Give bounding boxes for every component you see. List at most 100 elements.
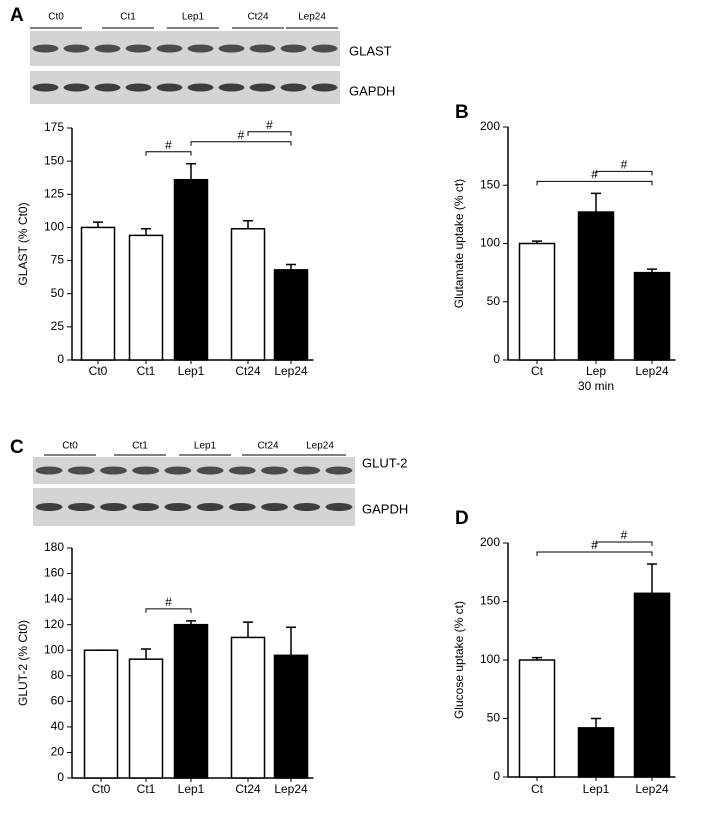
error-bar xyxy=(591,717,601,728)
significance-bracket xyxy=(595,541,653,547)
blot-band xyxy=(63,44,90,53)
blot-band xyxy=(228,503,256,511)
blot-band xyxy=(196,503,224,511)
bar xyxy=(173,178,209,361)
error-bar xyxy=(286,263,296,270)
error-bar xyxy=(647,268,657,273)
significance-bracket xyxy=(145,608,192,613)
y-tick-label: 175 xyxy=(44,120,64,134)
y-tick-label: 150 xyxy=(44,153,64,167)
blot-band xyxy=(228,466,256,475)
y-tick-label: 200 xyxy=(480,535,500,549)
panel-b: B 0 50 100 150 200 Glutamate uptake (% ct) Ct Le… xyxy=(452,102,676,393)
bar xyxy=(128,658,164,779)
y-tick-label: 0 xyxy=(57,352,64,366)
bar xyxy=(230,636,266,779)
blot-band xyxy=(132,466,160,475)
significance-bracket xyxy=(536,551,653,557)
blot-band xyxy=(249,83,276,92)
blot-band xyxy=(218,44,245,53)
y-tick-label: 120 xyxy=(44,617,64,631)
x-tick-label: Lep1 xyxy=(583,782,610,796)
y-tick-label: 180 xyxy=(44,540,64,554)
blot-band xyxy=(164,466,192,475)
significance-mark: # xyxy=(266,118,273,132)
blot-band xyxy=(187,44,214,53)
y-tick-label: 0 xyxy=(493,352,500,366)
blot-band xyxy=(293,503,321,511)
y-axis-label: GLUT-2 (% Ct0) xyxy=(16,620,30,706)
error-bar xyxy=(186,620,196,625)
x-tick-label: Lep24 xyxy=(274,782,308,796)
y-tick-label: 100 xyxy=(44,642,64,656)
lane-label: Lep24 xyxy=(298,12,326,23)
error-bar xyxy=(141,228,151,236)
bar xyxy=(128,234,164,361)
lane-label: Lep1 xyxy=(182,12,205,23)
error-bar xyxy=(186,163,196,180)
bar xyxy=(273,269,309,361)
significance-mark: # xyxy=(621,158,628,172)
y-tick-label: 125 xyxy=(44,186,64,200)
significance-bracket xyxy=(247,131,292,136)
significance-mark: # xyxy=(238,128,245,142)
blot-band xyxy=(63,83,90,92)
blot-band xyxy=(100,466,127,475)
blot-band xyxy=(94,83,121,92)
bar xyxy=(230,228,266,361)
x-tick-label: Ct0 xyxy=(92,782,111,796)
bar xyxy=(577,211,615,361)
blot-band xyxy=(125,44,152,53)
x-tick-label: Lep xyxy=(586,364,606,378)
error-bar xyxy=(647,563,657,594)
blot-band xyxy=(100,503,127,511)
significance-mark: # xyxy=(591,538,598,552)
blot-band xyxy=(325,466,353,475)
panel-label: C xyxy=(10,437,24,458)
blot-band xyxy=(32,44,59,53)
y-tick-label: 150 xyxy=(480,177,500,191)
band-label: GAPDH xyxy=(362,501,408,516)
y-tick-label: 50 xyxy=(487,294,501,308)
x-tick-label: Ct24 xyxy=(235,782,261,796)
bar xyxy=(80,226,116,361)
y-tick-label: 40 xyxy=(51,719,65,733)
significance-bracket xyxy=(190,141,292,146)
band-label: GLAST xyxy=(349,43,392,58)
panel-label: B xyxy=(455,102,469,123)
blot-band xyxy=(35,503,63,511)
blot-band xyxy=(187,83,214,92)
blot-band xyxy=(156,83,183,92)
x-tick-label: Ct0 xyxy=(89,364,108,378)
blot-band xyxy=(249,44,276,53)
error-bar xyxy=(243,621,253,638)
blot-band xyxy=(261,466,288,475)
lane-label: Ct24 xyxy=(257,441,279,452)
x-tick-label: Lep24 xyxy=(635,782,669,796)
significance-mark: # xyxy=(591,168,598,182)
blot-band xyxy=(293,466,321,475)
x-tick-label: Ct xyxy=(531,364,544,378)
bar xyxy=(633,271,671,361)
x-tick-label: Lep24 xyxy=(635,364,669,378)
lane-label: Ct0 xyxy=(48,12,64,23)
error-bar xyxy=(532,240,542,244)
error-bar xyxy=(286,626,296,656)
blot-band xyxy=(164,503,192,511)
lane-label: Lep1 xyxy=(194,441,217,452)
error-bar xyxy=(591,192,601,213)
significance-mark: # xyxy=(621,528,628,542)
x-tick-label: Lep24 xyxy=(274,364,308,378)
blot-band xyxy=(67,503,95,511)
y-axis-label: GLAST (% Ct0) xyxy=(16,202,30,285)
x-tick-label: Lep1 xyxy=(178,364,205,378)
y-tick-label: 100 xyxy=(480,652,500,666)
lane-label: Lep24 xyxy=(306,441,334,452)
y-axis-label: Glucose uptake (% ct) xyxy=(452,601,466,719)
lane-label: Ct1 xyxy=(132,441,148,452)
bar xyxy=(83,649,119,779)
blot-band xyxy=(311,83,338,92)
blot-band xyxy=(261,503,288,511)
band-label: GLUT-2 xyxy=(362,455,408,470)
blot-band xyxy=(125,83,152,92)
